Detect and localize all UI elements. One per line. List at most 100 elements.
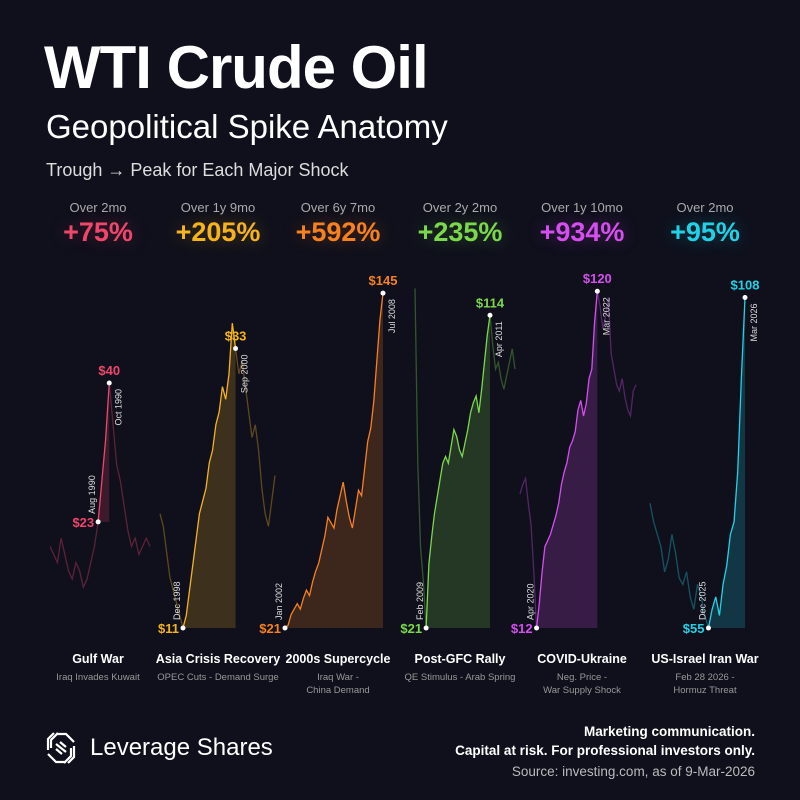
trough-marker — [282, 625, 288, 631]
peak-price-label: $33 — [225, 329, 247, 344]
page-title: WTI Crude Oil — [44, 34, 429, 101]
event-name: US-Israel Iran War — [651, 652, 759, 666]
peak-marker — [380, 290, 386, 296]
trough-date-label: Dec 1998 — [172, 581, 182, 620]
disclaimer: Marketing communication. Capital at risk… — [455, 722, 755, 779]
event-subtitle: Iraq War - China Demand — [306, 672, 370, 696]
peak-date-label: Mar 2022 — [601, 297, 611, 335]
peak-marker — [106, 380, 112, 386]
peak-date-label: Jul 2008 — [387, 299, 397, 333]
page-description: Trough → Peak for Each Major Shock — [46, 160, 349, 180]
trough-price-label: $12 — [511, 621, 533, 636]
brand-logo: Leverage Shares — [44, 730, 273, 766]
peak-price-label: $108 — [731, 277, 760, 292]
trough-price-label: $23 — [72, 515, 94, 530]
panel-label: Asia Crisis Recovery OPEC Cuts - Demand … — [153, 652, 283, 684]
duration-label: Over 2mo — [69, 200, 127, 215]
post-peak-line — [234, 348, 276, 527]
disclaimer-line-1: Marketing communication. — [583, 724, 755, 739]
pre-trough-line — [414, 288, 427, 629]
event-subtitle: Iraq Invades Kuwait — [56, 672, 140, 683]
spike-line — [97, 382, 110, 522]
trough-marker — [95, 519, 101, 525]
pre-trough-line — [49, 521, 99, 590]
peak-price-label: $145 — [369, 273, 398, 288]
event-name: Gulf War — [72, 652, 124, 666]
pre-trough-line — [649, 503, 710, 629]
duration-label: Over 6y 7mo — [300, 200, 376, 215]
panel-header: Over 2mo +75% — [33, 200, 163, 248]
panel-label: US-Israel Iran War Feb 28 2026 - Hormuz … — [640, 652, 770, 697]
duration-label: Over 1y 10mo — [541, 200, 623, 215]
spike-line — [707, 297, 746, 629]
duration-label: Over 2mo — [676, 200, 734, 215]
percent-change: +75% — [63, 217, 133, 247]
percent-change: +592% — [295, 217, 381, 247]
trough-marker — [423, 625, 429, 631]
spike-area — [98, 383, 110, 522]
percent-change: +95% — [670, 217, 740, 247]
trough-price-label: $55 — [683, 621, 705, 636]
peak-marker — [487, 312, 493, 318]
peak-date-label: Oct 1990 — [113, 389, 123, 426]
trough-date-label: Feb 2009 — [415, 582, 425, 620]
duration-label: Over 2y 2mo — [422, 200, 498, 215]
disclaimer-line-2: Capital at risk. For professional invest… — [455, 743, 755, 758]
trough-price-label: $11 — [158, 621, 179, 636]
spike-area — [708, 297, 745, 628]
event-subtitle: Feb 28 2026 - Hormuz Threat — [673, 672, 737, 696]
trough-price-label: $21 — [259, 621, 281, 636]
panel-label: 2000s Supercycle Iraq War - China Demand — [273, 652, 403, 697]
brand-name: Leverage Shares — [90, 734, 273, 761]
event-name: COVID-Ukraine — [537, 652, 627, 666]
peak-marker — [742, 294, 748, 300]
spike-area — [285, 293, 383, 628]
spike-line — [182, 323, 237, 629]
peak-date-label: Sep 2000 — [240, 355, 250, 394]
trough-date-label: Apr 2020 — [526, 583, 536, 620]
trough-marker — [180, 625, 186, 631]
peak-marker — [594, 288, 600, 294]
trough-date-label: Dec 2025 — [697, 581, 707, 620]
peak-marker — [233, 346, 239, 352]
event-subtitle: OPEC Cuts - Demand Surge — [157, 672, 279, 683]
source-note: Source: investing.com, as of 9-Mar-2026 — [511, 764, 755, 779]
spike-area — [183, 323, 236, 628]
panel-header: Over 2y 2mo +235% — [395, 200, 525, 248]
event-subtitle: QE Stimulus - Arab Spring — [404, 672, 516, 683]
peak-price-label: $40 — [98, 363, 120, 378]
peak-date-label: Apr 2011 — [494, 321, 504, 357]
post-peak-line — [108, 382, 151, 557]
panel-header: Over 1y 10mo +934% — [517, 200, 647, 248]
percent-change: +934% — [539, 217, 625, 247]
panel-label: COVID-Ukraine Neg. Price - War Supply Sh… — [517, 652, 647, 697]
trough-date-label: Aug 1990 — [87, 475, 97, 514]
peak-price-label: $114 — [476, 295, 505, 310]
panel-header: Over 2mo +95% — [640, 200, 770, 248]
panel-header: Over 1y 9mo +205% — [153, 200, 283, 248]
page-subtitle: Geopolitical Spike Anatomy — [46, 108, 448, 145]
panel-label: Gulf War Iraq Invades Kuwait — [33, 652, 163, 684]
trough-date-label: Jan 2002 — [274, 583, 284, 620]
pre-trough-line — [159, 513, 184, 629]
spike-line — [284, 293, 384, 629]
trough-marker — [705, 625, 711, 631]
event-name: Post-GFC Rally — [414, 652, 506, 666]
event-name: Asia Crisis Recovery — [155, 652, 281, 666]
peak-date-label: Mar 2026 — [749, 303, 759, 341]
trough-price-label: $21 — [400, 621, 422, 636]
spike-area — [536, 291, 598, 628]
trough-marker — [534, 625, 540, 631]
spike-line — [425, 315, 491, 629]
spike-area — [426, 315, 490, 628]
post-peak-line — [596, 291, 637, 419]
peak-price-label: $120 — [583, 271, 612, 286]
spike-line — [535, 291, 598, 629]
event-name: 2000s Supercycle — [285, 652, 391, 666]
percent-change: +205% — [175, 217, 261, 247]
panel-header: Over 6y 7mo +592% — [273, 200, 403, 248]
duration-label: Over 1y 9mo — [180, 200, 256, 215]
pre-trough-line — [519, 475, 538, 629]
percent-change: +235% — [417, 217, 503, 247]
